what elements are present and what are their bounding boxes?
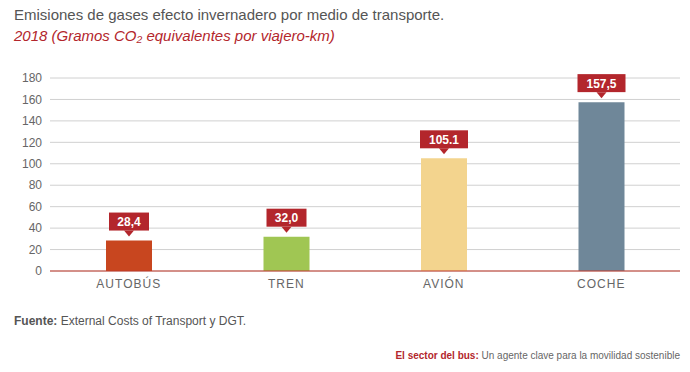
svg-text:AVIÓN: AVIÓN xyxy=(423,276,464,291)
svg-text:120: 120 xyxy=(22,136,42,150)
svg-text:140: 140 xyxy=(22,114,42,128)
html-text:Emisiones de gases efecto inve: Emisiones de gases efecto invernadero po… xyxy=(14,6,445,23)
svg-text:40: 40 xyxy=(29,221,43,235)
svg-text:105.1: 105.1 xyxy=(429,133,459,147)
svg-text:AUTOBÚS: AUTOBÚS xyxy=(96,276,161,291)
svg-text:0: 0 xyxy=(35,264,42,278)
svg-text:32,0: 32,0 xyxy=(275,211,299,225)
html-text:2018 (Gramos CO₂ equivalentes: 2018 (Gramos CO₂ equivalentes por viajer… xyxy=(14,27,335,44)
svg-text:TREN: TREN xyxy=(268,277,305,291)
svg-text:160: 160 xyxy=(22,93,42,107)
html-text:Fuente: External Costs of Tran: Fuente: External Costs of Transport y DG… xyxy=(14,314,247,328)
svg-text:20: 20 xyxy=(29,243,43,257)
svg-text:180: 180 xyxy=(22,71,42,85)
svg-text:28,4: 28,4 xyxy=(117,215,141,229)
html-text:El sector del bus: Un agente c: El sector del bus: Un agente clave para … xyxy=(395,350,680,361)
svg-text:60: 60 xyxy=(29,200,43,214)
svg-text:COCHE: COCHE xyxy=(577,277,625,291)
svg-text:100: 100 xyxy=(22,157,42,171)
svg-text:157,5: 157,5 xyxy=(586,77,616,91)
svg-text:80: 80 xyxy=(29,178,43,192)
